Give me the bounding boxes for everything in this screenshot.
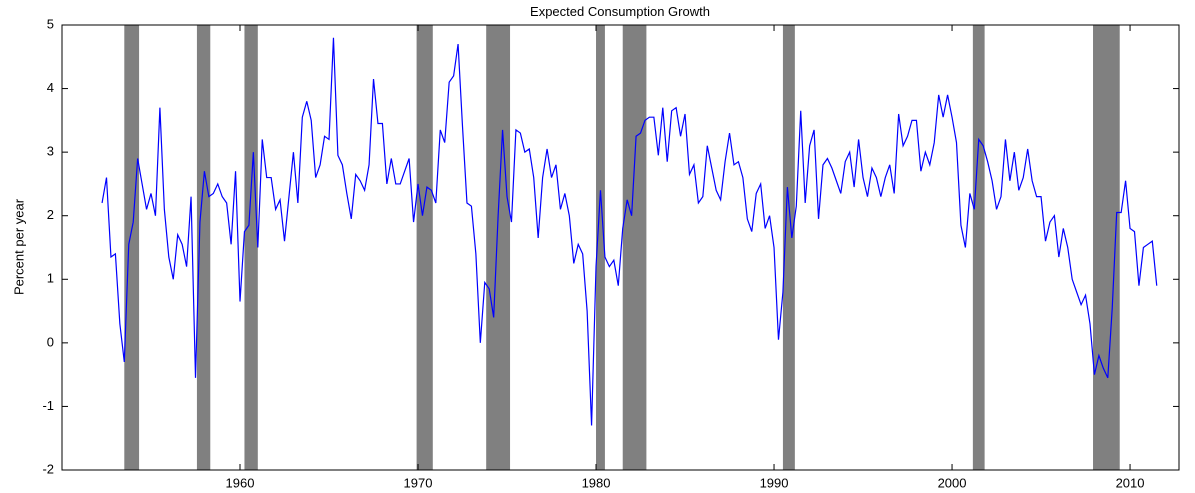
recession-band	[244, 25, 258, 470]
recession-band	[486, 25, 511, 470]
recession-band	[972, 25, 985, 470]
recession-band	[416, 25, 433, 470]
x-tick-label: 2000	[938, 475, 967, 490]
y-tick-label: 2	[47, 207, 54, 222]
x-tick-label: 1980	[582, 475, 611, 490]
recession-band	[622, 25, 647, 470]
x-tick-label: 2010	[1116, 475, 1145, 490]
y-tick-label: -1	[42, 398, 54, 413]
y-tick-label: 1	[47, 271, 54, 286]
y-tick-label: 3	[47, 144, 54, 159]
y-axis-label: Percent per year	[11, 198, 26, 295]
recession-band	[124, 25, 140, 470]
recession-band	[196, 25, 211, 470]
y-tick-label: 5	[47, 16, 54, 31]
x-tick-label: 1990	[760, 475, 789, 490]
plot-frame	[61, 24, 1180, 471]
recession-band	[782, 25, 795, 470]
recession-band	[596, 25, 605, 470]
y-tick-label: 0	[47, 334, 54, 349]
y-tick-label: -2	[42, 461, 54, 476]
line-series	[101, 37, 1158, 426]
y-tick-label: 4	[47, 80, 54, 95]
x-tick-label: 1970	[404, 475, 433, 490]
recession-band	[1093, 25, 1120, 470]
chart-title: Expected Consumption Growth	[530, 4, 710, 19]
x-tick-label: 1960	[226, 475, 255, 490]
